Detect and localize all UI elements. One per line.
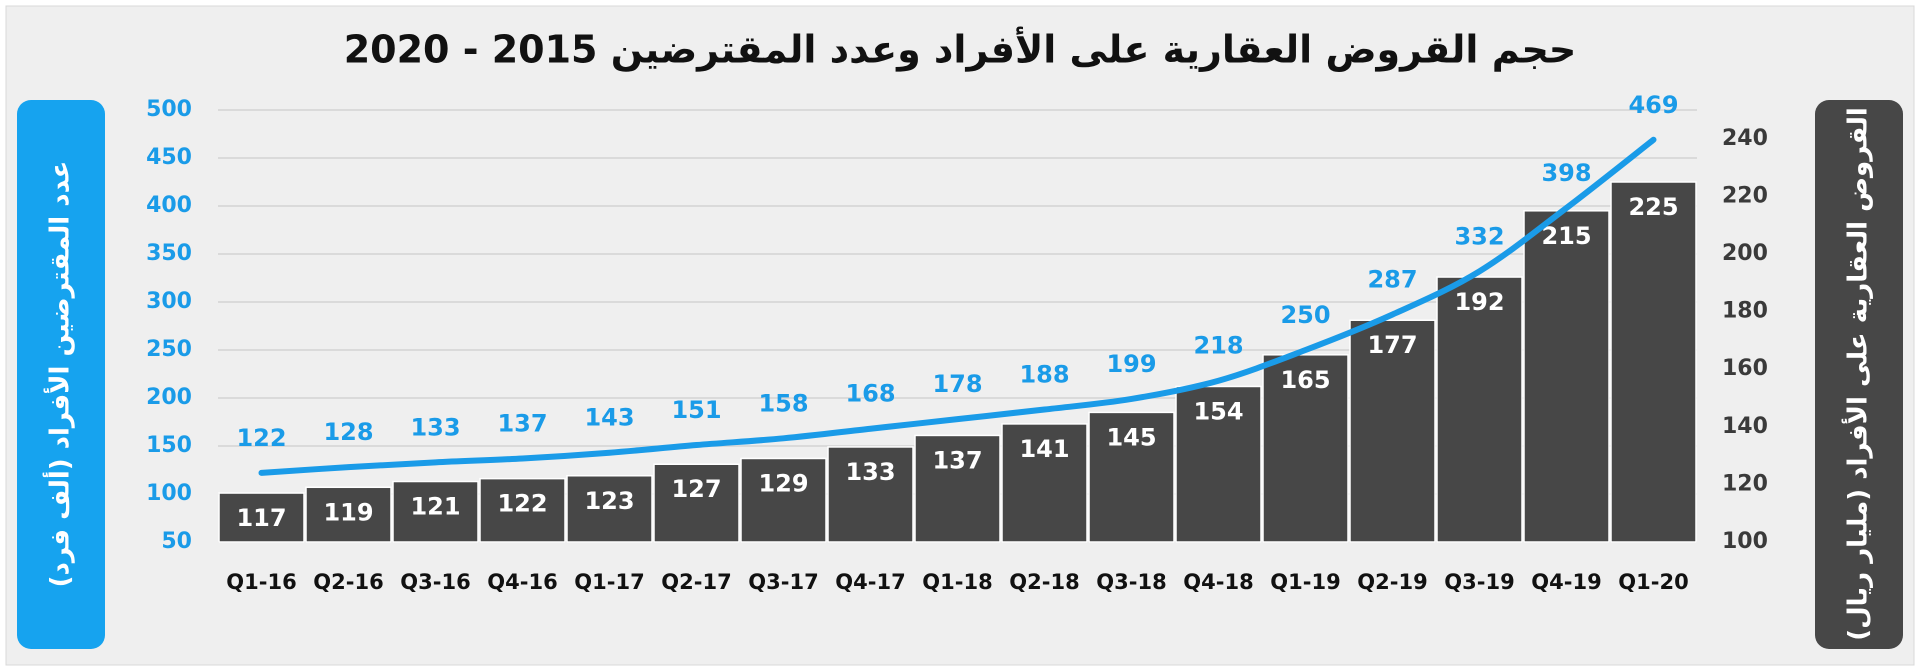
bar-value-label: 154 bbox=[1193, 397, 1243, 425]
bar-value-label: 119 bbox=[323, 498, 373, 526]
bar-value-label: 123 bbox=[584, 487, 634, 515]
line-value-label: 178 bbox=[932, 370, 982, 398]
bar bbox=[566, 475, 653, 543]
y2-tick-label: 220 bbox=[1722, 183, 1768, 208]
bar-value-label: 133 bbox=[845, 458, 895, 486]
line-value-label: 250 bbox=[1280, 301, 1330, 329]
y2-tick-label: 240 bbox=[1722, 126, 1768, 151]
y-tick-label: 250 bbox=[146, 337, 192, 362]
line-value-label: 143 bbox=[584, 404, 634, 432]
x-tick-label: Q2-19 bbox=[1357, 570, 1427, 594]
bar-value-label: 129 bbox=[758, 469, 808, 497]
x-tick-label: Q3-18 bbox=[1096, 570, 1166, 594]
line-value-label: 122 bbox=[236, 424, 286, 452]
bar-value-label: 117 bbox=[236, 504, 286, 532]
line-value-label: 287 bbox=[1367, 265, 1417, 293]
line bbox=[258, 136, 1657, 476]
bar bbox=[1523, 210, 1610, 543]
x-tick-label: Q1-16 bbox=[226, 570, 296, 594]
bar bbox=[827, 446, 914, 543]
line-value-label: 199 bbox=[1106, 350, 1156, 378]
bar-value-label: 121 bbox=[410, 493, 460, 521]
line-value-label: 218 bbox=[1193, 332, 1243, 360]
bar bbox=[653, 463, 740, 543]
x-tick-label: Q3-17 bbox=[748, 570, 818, 594]
x-tick-label: Q1-18 bbox=[922, 570, 992, 594]
bar-value-label: 122 bbox=[497, 490, 547, 518]
x-tick-label: Q2-16 bbox=[313, 570, 383, 594]
y2-axis-title: القروض العقارية على الأفراد (مليار ريال) bbox=[1842, 107, 1874, 641]
y-tick-label: 200 bbox=[146, 385, 192, 410]
bar-value-label: 141 bbox=[1019, 435, 1069, 463]
y2-tick-label: 100 bbox=[1722, 529, 1768, 554]
x-tick-label: Q4-19 bbox=[1531, 570, 1601, 594]
bar-value-label: 165 bbox=[1280, 366, 1330, 394]
line-value-label: 137 bbox=[497, 409, 547, 437]
y-tick-label: 100 bbox=[146, 481, 192, 506]
line-value-label: 128 bbox=[323, 418, 373, 446]
y-tick-label: 500 bbox=[146, 97, 192, 122]
x-tick-label: Q4-18 bbox=[1183, 570, 1253, 594]
line-value-label: 332 bbox=[1454, 222, 1504, 250]
line-value-label: 398 bbox=[1541, 159, 1591, 187]
bar bbox=[1175, 385, 1262, 543]
y2-tick-label: 120 bbox=[1722, 471, 1768, 496]
line-value-label: 469 bbox=[1628, 91, 1678, 119]
y-tick-label: 350 bbox=[146, 241, 192, 266]
y-tick-label: 150 bbox=[146, 433, 192, 458]
x-tick-label: Q1-19 bbox=[1270, 570, 1340, 594]
bar bbox=[914, 434, 1001, 543]
x-tick-label: Q3-19 bbox=[1444, 570, 1514, 594]
line-value-label: 158 bbox=[758, 389, 808, 417]
line-value-label: 168 bbox=[845, 380, 895, 408]
x-tick-label: Q3-16 bbox=[400, 570, 470, 594]
bar bbox=[1001, 423, 1088, 543]
x-tick-label: Q2-18 bbox=[1009, 570, 1079, 594]
bar-value-label: 225 bbox=[1628, 193, 1678, 221]
y-axis-title: عدد المقترضين الأفراد (ألف فرد) bbox=[43, 161, 76, 588]
bar-value-label: 137 bbox=[932, 446, 982, 474]
y-tick-label: 400 bbox=[146, 193, 192, 218]
bar bbox=[1610, 181, 1697, 543]
y-tick-label: 450 bbox=[146, 145, 192, 170]
y2-tick-label: 140 bbox=[1722, 414, 1768, 439]
bar-value-label: 192 bbox=[1454, 288, 1504, 316]
bar bbox=[1088, 411, 1175, 543]
y2-tick-label: 160 bbox=[1722, 356, 1768, 381]
bar-value-label: 127 bbox=[671, 475, 721, 503]
x-tick-label: Q1-20 bbox=[1618, 570, 1688, 594]
y2-tick-label: 200 bbox=[1722, 241, 1768, 266]
bar bbox=[1436, 276, 1523, 543]
x-tick-label: Q2-17 bbox=[661, 570, 731, 594]
y2-tick-label: 180 bbox=[1722, 299, 1768, 324]
x-tick-label: Q4-16 bbox=[487, 570, 557, 594]
bar bbox=[1349, 319, 1436, 543]
bar bbox=[218, 492, 305, 543]
x-tick-label: Q1-17 bbox=[574, 570, 644, 594]
bar bbox=[305, 486, 392, 543]
x-tick-label: Q4-17 bbox=[835, 570, 905, 594]
line-value-label: 151 bbox=[671, 396, 721, 424]
y-axis-panel bbox=[17, 100, 105, 649]
bar bbox=[1262, 354, 1349, 543]
y-tick-label: 50 bbox=[161, 529, 192, 554]
chart-title: حجم القروض العقارية على الأفراد وعدد الم… bbox=[344, 26, 1577, 73]
bar bbox=[740, 457, 827, 543]
bar-value-label: 145 bbox=[1106, 423, 1156, 451]
line-value-label: 188 bbox=[1019, 361, 1069, 389]
bar bbox=[392, 480, 479, 543]
y-tick-label: 300 bbox=[146, 289, 192, 314]
bar-value-label: 215 bbox=[1541, 222, 1591, 250]
y2-axis-panel bbox=[1815, 100, 1903, 649]
bar bbox=[479, 477, 566, 543]
bar-value-label: 177 bbox=[1367, 331, 1417, 359]
line-value-label: 133 bbox=[410, 413, 460, 441]
